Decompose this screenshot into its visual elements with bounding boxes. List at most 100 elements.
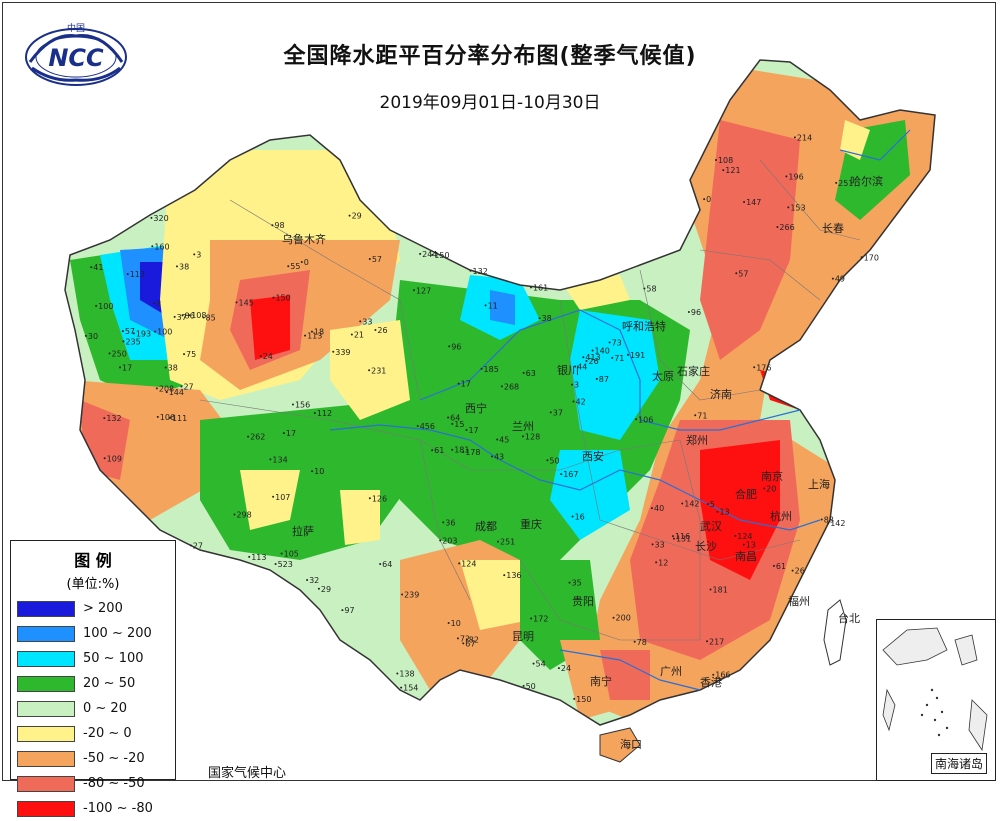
station-dot xyxy=(722,169,725,172)
station-dot xyxy=(431,449,434,452)
station-value: 82 xyxy=(469,635,479,644)
station-dot xyxy=(611,356,614,359)
station-dot xyxy=(458,562,461,565)
legend-title: 图 例 xyxy=(74,551,112,570)
station-dot xyxy=(651,543,654,546)
station-value: 41 xyxy=(93,263,103,272)
station-values: 4338154429372761583826261331740641017003… xyxy=(84,133,879,704)
station-dot xyxy=(546,459,549,462)
station-dot xyxy=(119,366,122,369)
station-dot xyxy=(706,503,709,506)
station-dot xyxy=(121,330,124,333)
station-value: 132 xyxy=(106,414,121,423)
station-value: 320 xyxy=(153,214,168,223)
station-value: 153 xyxy=(790,203,805,212)
station-dot xyxy=(735,272,738,275)
station-value: 27 xyxy=(193,541,203,550)
city-label: 昆明 xyxy=(512,630,534,643)
station-dot xyxy=(202,316,205,319)
station-dot xyxy=(259,355,262,358)
station-dot xyxy=(180,385,183,388)
station-dot xyxy=(233,513,236,516)
station-dot xyxy=(150,216,153,219)
station-value: 17 xyxy=(468,426,478,435)
station-dot xyxy=(571,515,574,518)
station-dot xyxy=(306,578,309,581)
city-label: 银川 xyxy=(557,363,579,377)
station-value: 131 xyxy=(676,535,691,544)
legend-label: 50 ~ 100 xyxy=(83,651,144,666)
station-dot xyxy=(612,616,615,619)
station-value: 339 xyxy=(335,348,350,357)
station-value: 13 xyxy=(746,541,756,550)
station-dot xyxy=(155,387,158,390)
station-dot xyxy=(557,667,560,670)
city-label: 济南 xyxy=(710,387,732,401)
station-value: 108 xyxy=(718,156,733,165)
station-value: 107 xyxy=(275,493,290,502)
station-value: 61 xyxy=(776,562,786,571)
station-dot xyxy=(317,587,320,590)
legend-label: 0 ~ 20 xyxy=(83,701,127,716)
station-dot xyxy=(183,353,186,356)
city-label: 合肥 xyxy=(735,487,757,501)
station-value: 26 xyxy=(588,357,598,366)
legend-swatch xyxy=(17,700,75,717)
station-dot xyxy=(173,315,176,318)
station-value: 40 xyxy=(654,504,664,513)
station-dot xyxy=(396,672,399,675)
station-value: 78 xyxy=(637,638,647,647)
city-label: 重庆 xyxy=(520,517,542,531)
station-value: 231 xyxy=(371,366,386,375)
rivers xyxy=(329,129,911,691)
station-value: 456 xyxy=(420,422,435,431)
station-value: 178 xyxy=(465,448,480,457)
station-dot xyxy=(188,314,191,317)
station-dot xyxy=(451,448,454,451)
station-value: 250 xyxy=(112,349,127,358)
station-dot xyxy=(530,617,533,620)
station-value: 29 xyxy=(321,585,331,594)
city-label: 福州 xyxy=(788,594,810,608)
station-dot xyxy=(181,314,184,317)
station-dot xyxy=(368,369,371,372)
station-dot xyxy=(291,403,294,406)
station-value: 185 xyxy=(484,365,499,374)
legend-unit: (单位:%) xyxy=(66,577,120,592)
station-dot xyxy=(672,537,675,540)
station-dot xyxy=(108,352,111,355)
station-dot xyxy=(313,411,316,414)
map-date-range: 2019年09月01日-10月30日 xyxy=(379,93,601,113)
station-dot xyxy=(484,304,487,307)
city-label: 香港 xyxy=(700,676,722,689)
legend-item: -80 ~ -50 xyxy=(11,771,175,796)
legend-item: 100 ~ 200 xyxy=(11,621,175,646)
legend-label: -80 ~ -50 xyxy=(83,776,145,791)
station-dot xyxy=(571,383,574,386)
city-label: 西宁 xyxy=(465,401,487,415)
station-value: 0 xyxy=(304,258,309,267)
station-dot xyxy=(835,181,838,184)
station-dot xyxy=(280,552,283,555)
legend-label: -100 ~ -80 xyxy=(83,801,153,816)
station-dot xyxy=(703,198,706,201)
legend-item: > 200 xyxy=(11,596,175,621)
station-value: 17 xyxy=(122,363,132,372)
station-value: 0 xyxy=(706,195,711,204)
station-value: 43 xyxy=(494,452,504,461)
station-value: 37 xyxy=(177,313,187,322)
station-dot xyxy=(442,521,445,524)
station-dot xyxy=(368,497,371,500)
station-dot xyxy=(151,245,154,248)
station-dot xyxy=(827,522,830,525)
legend-swatch xyxy=(17,750,75,767)
station-dot xyxy=(714,159,717,162)
city-label: 长春 xyxy=(822,222,844,235)
city-label: 兰州 xyxy=(512,420,534,433)
legend-item: 50 ~ 100 xyxy=(11,646,175,671)
station-value: 200 xyxy=(616,614,631,623)
station-dot xyxy=(189,544,192,547)
legend-swatch xyxy=(17,675,75,692)
station-value: 116 xyxy=(675,532,690,541)
legend-swatch xyxy=(17,800,75,817)
